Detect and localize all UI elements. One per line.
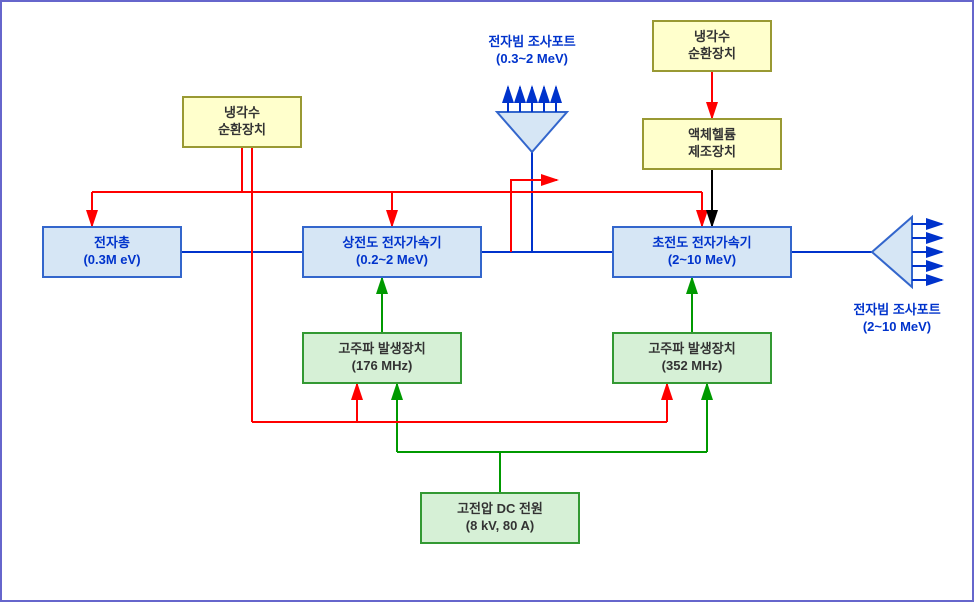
dc-line2: (8 kV, 80 A) (466, 518, 534, 535)
beam-port-1-icon (497, 87, 567, 152)
accelerator-2-line2: (2~10 MeV) (668, 252, 736, 269)
electron-gun-line1: 전자총 (94, 235, 130, 252)
helium-line1: 액체헬륨 (688, 127, 736, 144)
accelerator-1-box: 상전도 전자가속기 (0.2~2 MeV) (302, 226, 482, 278)
electron-gun-box: 전자총 (0.3M eV) (42, 226, 182, 278)
electron-gun-line2: (0.3M eV) (83, 252, 140, 269)
beam-port-2-icon (872, 217, 942, 287)
port-1-label: 전자빔 조사포트 (0.3~2 MeV) (467, 34, 597, 68)
port-2-label-line2: (2~10 MeV) (832, 319, 962, 336)
helium-box: 액체헬륨 제조장치 (642, 118, 782, 170)
port-1-label-line2: (0.3~2 MeV) (467, 51, 597, 68)
coolant-right-line1: 냉각수 (694, 29, 730, 46)
rf-1-line1: 고주파 발생장치 (338, 341, 425, 358)
port-2-label-line1: 전자빔 조사포트 (832, 302, 962, 319)
coolant-right-box: 냉각수 순환장치 (652, 20, 772, 72)
edge (511, 180, 557, 252)
port-1-label-line1: 전자빔 조사포트 (467, 34, 597, 51)
accelerator-2-line1: 초전도 전자가속기 (652, 235, 751, 252)
coolant-left-line2: 순환장치 (218, 122, 266, 139)
accelerator-1-line1: 상전도 전자가속기 (342, 235, 441, 252)
coolant-right-line2: 순환장치 (688, 46, 736, 63)
port-2-label: 전자빔 조사포트 (2~10 MeV) (832, 302, 962, 336)
dc-line1: 고전압 DC 전원 (457, 501, 543, 518)
helium-line2: 제조장치 (688, 144, 736, 161)
accelerator-2-box: 초전도 전자가속기 (2~10 MeV) (612, 226, 792, 278)
coolant-left-box: 냉각수 순환장치 (182, 96, 302, 148)
rf-1-line2: (176 MHz) (352, 358, 413, 375)
accelerator-1-line2: (0.2~2 MeV) (356, 252, 428, 269)
diagram-canvas: 냉각수 순환장치 냉각수 순환장치 액체헬륨 제조장치 전자총 (0.3M eV… (0, 0, 974, 602)
coolant-left-line1: 냉각수 (224, 105, 260, 122)
rf-1-box: 고주파 발생장치 (176 MHz) (302, 332, 462, 384)
rf-2-line1: 고주파 발생장치 (648, 341, 735, 358)
dc-box: 고전압 DC 전원 (8 kV, 80 A) (420, 492, 580, 544)
rf-2-line2: (352 MHz) (662, 358, 723, 375)
rf-2-box: 고주파 발생장치 (352 MHz) (612, 332, 772, 384)
